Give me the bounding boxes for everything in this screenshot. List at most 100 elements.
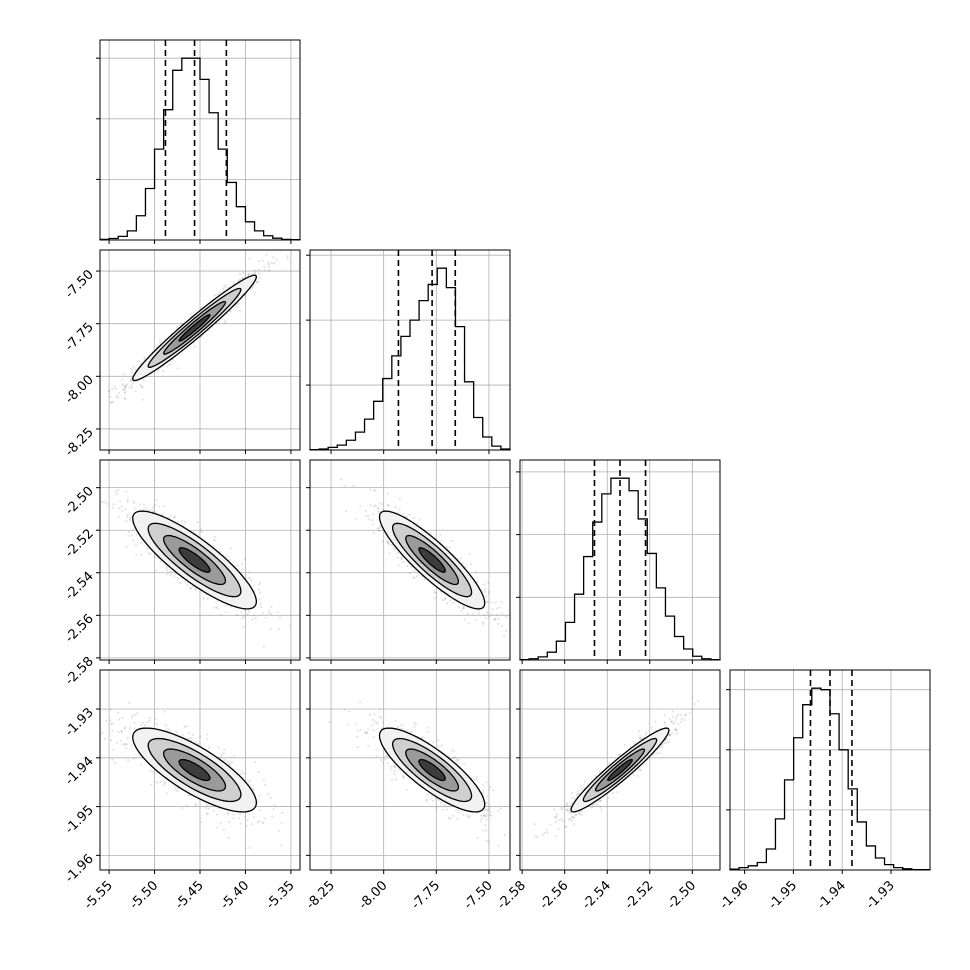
panel-1-0-point	[248, 257, 251, 260]
panel-3-2-point	[674, 729, 677, 732]
panel-2-1-point	[497, 617, 500, 620]
panel-2-0-point	[262, 611, 265, 615]
panel-3-1-point	[365, 732, 368, 735]
panel-3-1-point	[409, 730, 412, 734]
panel-2-1-point	[466, 612, 469, 615]
panel-2-1-point	[494, 601, 497, 604]
panel-1-0-point	[229, 310, 232, 313]
panel-3-0-point	[249, 779, 252, 782]
panel-1-0-point	[261, 259, 264, 262]
panel-2-0-point	[252, 614, 256, 617]
panel-1-0-point	[168, 363, 171, 366]
panel-2-0-point	[251, 618, 254, 621]
panel-2-0-point	[249, 576, 252, 580]
panel-3-2-point	[684, 714, 687, 717]
panel-3-0-point	[252, 788, 255, 791]
panel-2-1-point	[494, 618, 497, 621]
panel-1-0-point	[176, 367, 179, 370]
panel-3-0-point	[205, 733, 209, 736]
panel-3-2-point	[675, 728, 678, 731]
panel-3-1-point	[453, 756, 457, 759]
panel-2-0-point	[165, 565, 168, 569]
panel-1-0-point	[268, 269, 271, 272]
panel-3-1-point	[385, 754, 388, 758]
panel-3-0-point	[109, 719, 112, 722]
panel-1-0-point	[247, 273, 250, 276]
panel-2-1-point	[372, 531, 375, 534]
panel-1-0-point	[123, 391, 126, 394]
panel-2-1-point	[503, 634, 506, 637]
panel-3-1-point	[457, 811, 460, 814]
panel-3-1-point	[401, 774, 404, 777]
panel-3-2-point	[674, 728, 677, 731]
panel-3-0-point	[222, 752, 225, 755]
panel-3-1-point	[375, 748, 378, 751]
panel-3-2-point	[599, 800, 602, 803]
panel-3-0-point	[217, 746, 220, 749]
panel-3-1-point	[406, 788, 409, 792]
panel-3-0-point	[253, 816, 256, 819]
panel-3-0-point	[166, 792, 169, 795]
panel-1-0-point	[170, 362, 173, 365]
panel-2-0-point	[289, 624, 292, 627]
panel-1-0-point	[243, 275, 246, 278]
panel-3-0-point	[241, 772, 245, 775]
panel-1-0-point	[120, 378, 123, 381]
panel-3-1-point	[475, 775, 478, 778]
panel-3-2-point	[576, 789, 580, 792]
panel-2-0-point	[278, 628, 281, 631]
panel-3-1-point	[347, 723, 350, 726]
panel-1-0-point	[257, 272, 260, 275]
panel-3-2-point	[560, 808, 564, 811]
panel-2-0-point	[161, 513, 164, 516]
panel-2-1-contour-3	[418, 547, 446, 573]
panel-2-1-point	[396, 552, 399, 555]
panel-3-0-point	[266, 792, 270, 795]
panel-1-0-point	[213, 293, 216, 297]
panel-3-1-frame	[309, 669, 511, 871]
panel-2-0-point	[132, 500, 135, 503]
hist-3-step-line	[729, 687, 931, 871]
panel-2-1-point	[483, 583, 486, 586]
panel-3-1-point	[489, 785, 492, 789]
panel-2-1-point	[462, 606, 466, 609]
panel-1-0-point	[156, 371, 159, 374]
panel-3-1-point	[447, 817, 451, 820]
panel-2-0-point	[133, 501, 136, 504]
panel-3-2-point	[578, 792, 581, 795]
panel-3-2-point	[639, 735, 642, 738]
panel-3-1-point	[380, 759, 383, 762]
panel-3-0-point	[181, 807, 184, 810]
panel-2-1-point	[429, 532, 432, 535]
panel-1-0-point	[108, 390, 111, 393]
panel-3-2-point	[590, 806, 593, 809]
panel-2-0-point	[199, 528, 203, 531]
panel-2-1-point	[468, 553, 471, 556]
panel-2-1-point	[498, 606, 501, 609]
panel-2-0-point	[184, 520, 187, 523]
panel-2-1-point	[408, 571, 412, 575]
panel-2-0-point	[112, 503, 115, 506]
panel-2-1-point	[373, 489, 376, 492]
panel-3-1-point	[425, 799, 428, 802]
panel-3-2-point	[638, 730, 641, 733]
panel-3-0-point	[103, 737, 106, 740]
panel-3-1-point	[394, 766, 397, 769]
panel-3-1-point	[390, 768, 393, 771]
panel-3-0-point	[251, 786, 254, 789]
panel-3-1-point	[382, 761, 385, 764]
panel-3-2-point	[672, 715, 675, 718]
panel-2-0-point	[159, 559, 162, 563]
panel-2-1-point	[381, 540, 385, 543]
panel-2-0-point	[117, 489, 120, 492]
panel-2-0-point	[215, 605, 218, 609]
panel-2-0-contour-1	[147, 522, 242, 598]
panel-2-0-point	[212, 538, 215, 541]
panel-2-0-point	[199, 530, 202, 533]
panel-2-0-point	[191, 585, 194, 589]
panel-3-0-point	[142, 721, 145, 724]
panel-2-1-point	[367, 514, 370, 518]
hist-1-frame	[309, 249, 511, 451]
panel-1-0-point	[121, 384, 124, 387]
panel-2-0-point	[242, 615, 246, 618]
